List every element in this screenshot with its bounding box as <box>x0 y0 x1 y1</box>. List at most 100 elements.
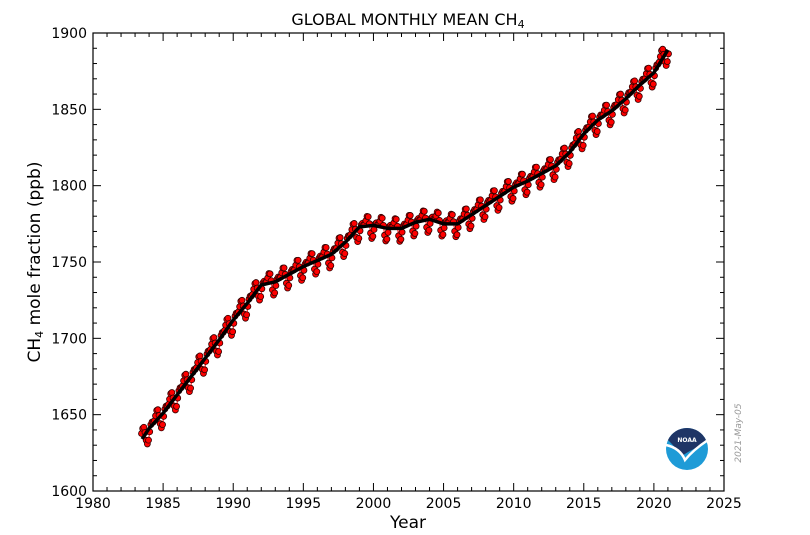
y-tick-label: 1900 <box>51 26 87 42</box>
monthly-point <box>378 214 386 222</box>
monthly-point <box>440 224 448 232</box>
x-tick-label: 2015 <box>566 496 602 512</box>
monthly-point <box>533 163 540 171</box>
monthly-point <box>243 311 251 319</box>
x-tick-label: 2005 <box>426 496 462 512</box>
monthly-point <box>229 328 237 336</box>
monthly-point <box>266 270 274 278</box>
monthly-point <box>561 144 568 152</box>
monthly-point <box>575 128 582 135</box>
monthly-point <box>411 230 419 237</box>
monthly-point <box>271 289 279 297</box>
y-axis-label: CH4 mole fraction (ppb) <box>25 162 46 363</box>
x-tick-label: 2000 <box>356 496 392 512</box>
monthly-point <box>159 421 166 429</box>
monthly-point <box>607 118 615 126</box>
trend-line <box>140 48 670 441</box>
x-tick-label: 1985 <box>145 496 181 512</box>
x-axis-label: Year <box>389 513 426 533</box>
y-tick-label: 1750 <box>51 255 87 271</box>
monthly-point <box>589 112 596 120</box>
x-tick-label: 2025 <box>706 496 742 512</box>
y-tick-label: 1850 <box>51 102 87 118</box>
monthly-point <box>369 232 377 240</box>
monthly-point <box>168 389 176 396</box>
monthly-point <box>173 403 180 410</box>
monthly-point <box>238 296 246 304</box>
monthly-point <box>187 384 194 392</box>
monthly-point <box>495 204 503 211</box>
monthly-point <box>551 173 559 181</box>
monthly-point <box>252 279 260 286</box>
monthly-point <box>425 226 433 234</box>
x-tick-label: 1980 <box>75 496 111 512</box>
x-tick-label: 2010 <box>496 496 532 512</box>
monthly-point <box>547 156 554 163</box>
svg-text:NOAA: NOAA <box>677 437 697 444</box>
monthly-point <box>505 178 512 185</box>
x-tick-label: 2020 <box>636 496 672 512</box>
monthly-point <box>215 348 223 355</box>
monthly-point <box>481 213 489 221</box>
monthly-point <box>224 314 232 322</box>
monthly-point <box>476 196 484 204</box>
monthly-point <box>145 436 152 444</box>
monthly-point <box>467 222 475 230</box>
monthly-point <box>645 64 653 72</box>
monthly-point <box>635 92 643 100</box>
monthly-point <box>196 352 204 360</box>
monthly-point <box>649 80 657 88</box>
monthly-point <box>462 205 470 213</box>
monthly-point <box>603 101 610 109</box>
monthly-point <box>523 188 531 196</box>
monthly-point <box>210 334 218 341</box>
monthly-point <box>327 262 335 269</box>
monthly-point <box>294 256 302 264</box>
monthly-point <box>154 406 162 414</box>
monthly-point <box>392 215 400 223</box>
monthly-point <box>397 235 405 243</box>
monthly-point <box>322 244 330 251</box>
monthly-point <box>439 231 447 238</box>
monthly-point <box>420 207 428 215</box>
y-tick-label: 1600 <box>51 484 87 500</box>
monthly-point <box>448 211 456 219</box>
monthly-point <box>509 195 517 202</box>
monthly-point <box>182 370 190 378</box>
x-tick-label: 1995 <box>286 496 322 512</box>
monthly-point <box>453 231 461 239</box>
monthly-point <box>257 293 265 300</box>
y-tick-label: 1700 <box>51 331 87 347</box>
monthly-point <box>537 181 545 189</box>
monthly-line <box>141 48 670 446</box>
monthly-point <box>434 209 442 217</box>
monthly-point <box>565 160 573 167</box>
y-tick-label: 1800 <box>51 179 87 195</box>
chart-title: GLOBAL MONTHLY MEAN CH4 <box>291 10 524 31</box>
monthly-point <box>593 128 601 135</box>
monthly-point <box>384 229 392 236</box>
monthly-point <box>663 58 671 65</box>
monthly-point <box>621 106 629 114</box>
y-tick-label: 1650 <box>51 408 87 424</box>
monthly-point <box>201 366 209 374</box>
monthly-point <box>631 77 639 85</box>
monthly-point <box>280 264 288 272</box>
x-tick-label: 1990 <box>215 496 251 512</box>
monthly-point <box>406 212 414 219</box>
monthly-point <box>579 141 587 149</box>
monthly-point <box>341 250 349 257</box>
monthly-point <box>355 234 363 242</box>
monthly-point <box>313 268 321 275</box>
monthly-point <box>491 187 498 195</box>
monthly-point <box>285 281 293 289</box>
monthly-point <box>519 170 526 178</box>
monthly-point <box>617 90 625 98</box>
noaa-logo: NOAA <box>665 427 709 470</box>
monthly-point <box>350 220 358 227</box>
monthly-point <box>308 250 316 257</box>
monthly-point <box>364 213 372 221</box>
monthly-point <box>336 234 344 241</box>
